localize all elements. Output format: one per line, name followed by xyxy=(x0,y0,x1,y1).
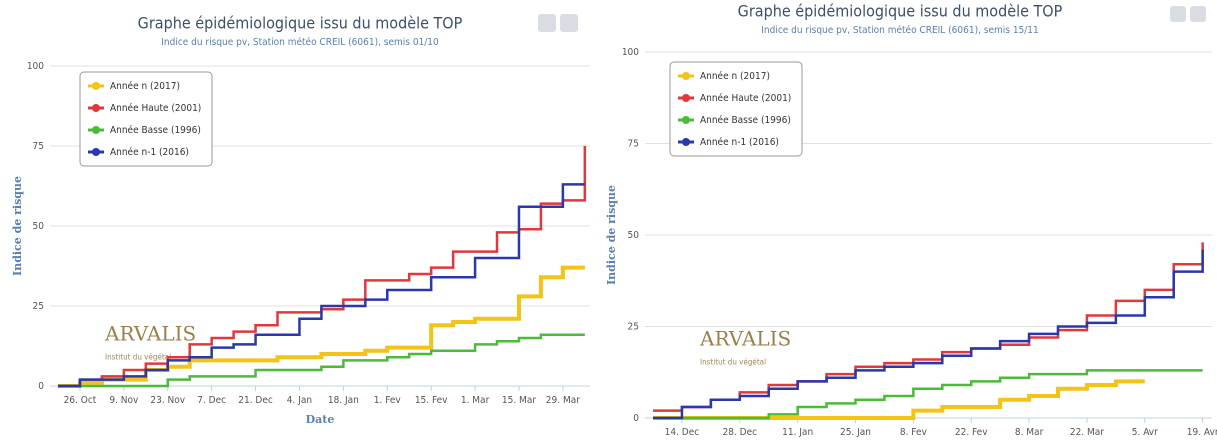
legend-label: Année Basse (1996) xyxy=(700,114,791,126)
watermark: ARVALIS xyxy=(104,322,196,346)
y-tick-label: 75 xyxy=(33,141,44,152)
x-tick-label: 29. Mar xyxy=(546,395,580,406)
x-tick-label: 14. Dec xyxy=(665,427,700,438)
legend-marker xyxy=(92,148,100,156)
x-tick-label: 25. Jan xyxy=(840,427,871,438)
x-tick-label: 15. Fev xyxy=(415,395,448,406)
x-tick-label: 1. Fev xyxy=(374,395,402,406)
x-tick-label: 1. Mar xyxy=(461,395,490,406)
series-line xyxy=(58,183,585,388)
y-tick-label: 100 xyxy=(622,47,639,58)
y-axis-title: Indice de risque xyxy=(605,185,618,285)
x-tick-label: 26. Oct xyxy=(64,395,97,406)
x-tick-label: 22. Mar xyxy=(1070,427,1104,438)
x-tick-label: 9. Nov xyxy=(109,395,139,406)
y-tick-label: 0 xyxy=(38,381,44,392)
y-axis-title: Indice de risque xyxy=(11,176,24,276)
legend-box xyxy=(79,71,213,167)
watermark-subtitle: Institut du végétal xyxy=(700,357,766,367)
legend: Année n (2017) Année Haute (2001) Année Ba… xyxy=(669,61,803,157)
chart-subtitle: Indice du risque pv, Station météo CREIL… xyxy=(161,36,439,48)
x-tick-label: 15. Mar xyxy=(502,395,536,406)
legend-marker xyxy=(682,94,690,102)
legend-marker xyxy=(92,82,100,90)
y-tick-label: 0 xyxy=(633,413,639,424)
legend: Année n (2017) Année Haute (2001) Année Ba… xyxy=(79,71,213,167)
legend-marker xyxy=(682,138,690,146)
print-button[interactable] xyxy=(538,14,556,32)
x-tick-label: 8. Fev xyxy=(900,427,928,438)
export-icons xyxy=(538,6,1206,32)
y-tick-label: 50 xyxy=(33,221,45,232)
y-tick-label: 50 xyxy=(628,230,640,241)
download-button[interactable] xyxy=(560,14,578,32)
series-line xyxy=(58,146,587,388)
x-tick-label: 22. Fev xyxy=(955,427,988,438)
legend-label: Année n (2017) xyxy=(700,70,770,82)
x-tick-label: 18. Jan xyxy=(328,395,359,406)
x-tick-label: 7. Dec xyxy=(197,395,226,406)
legend-label: Année Haute (2001) xyxy=(700,92,791,104)
watermark: ARVALIS xyxy=(699,327,791,351)
y-tick-label: 25 xyxy=(33,301,44,312)
x-tick-label: 28. Dec xyxy=(722,427,757,438)
legend-marker xyxy=(92,126,100,134)
series-line xyxy=(653,249,1204,420)
legend-label: Année Haute (2001) xyxy=(110,102,201,114)
legend-box xyxy=(669,61,803,157)
legend-label: Année n-1 (2016) xyxy=(110,146,189,158)
x-tick-label: 21. Dec xyxy=(238,395,273,406)
chart-subtitle: Indice du risque pv, Station météo CREIL… xyxy=(761,24,1039,36)
x-tick-label: 5. Avr xyxy=(1132,427,1158,438)
y-tick-label: 100 xyxy=(27,61,44,72)
x-tick-label: 8. Mar xyxy=(1015,427,1044,438)
y-tick-label: 75 xyxy=(628,139,639,150)
x-tick-label: 19. Avr xyxy=(1187,427,1217,438)
legend-marker xyxy=(682,72,690,80)
chart-title: Graphe épidémiologique issu du modèle TO… xyxy=(738,2,1063,21)
legend-marker xyxy=(682,116,690,124)
x-axis-title: Date xyxy=(306,413,335,426)
x-tick-label: 4. Jan xyxy=(287,395,312,406)
series-line xyxy=(653,369,1203,420)
x-tick-label: 23. Nov xyxy=(150,395,185,406)
print-button[interactable] xyxy=(1170,6,1186,22)
legend-label: Année Basse (1996) xyxy=(110,124,201,136)
series-line xyxy=(58,333,585,388)
legend-label: Année n-1 (2016) xyxy=(700,136,779,148)
chart-title: Graphe épidémiologique issu du modèle TO… xyxy=(138,14,463,33)
download-button[interactable] xyxy=(1190,6,1206,22)
x-tick-label: 11. Jan xyxy=(782,427,813,438)
y-tick-label: 25 xyxy=(628,322,639,333)
legend-marker xyxy=(92,104,100,112)
legend-label: Année n (2017) xyxy=(110,80,180,92)
watermark-subtitle: Institut du végétal xyxy=(105,352,171,362)
